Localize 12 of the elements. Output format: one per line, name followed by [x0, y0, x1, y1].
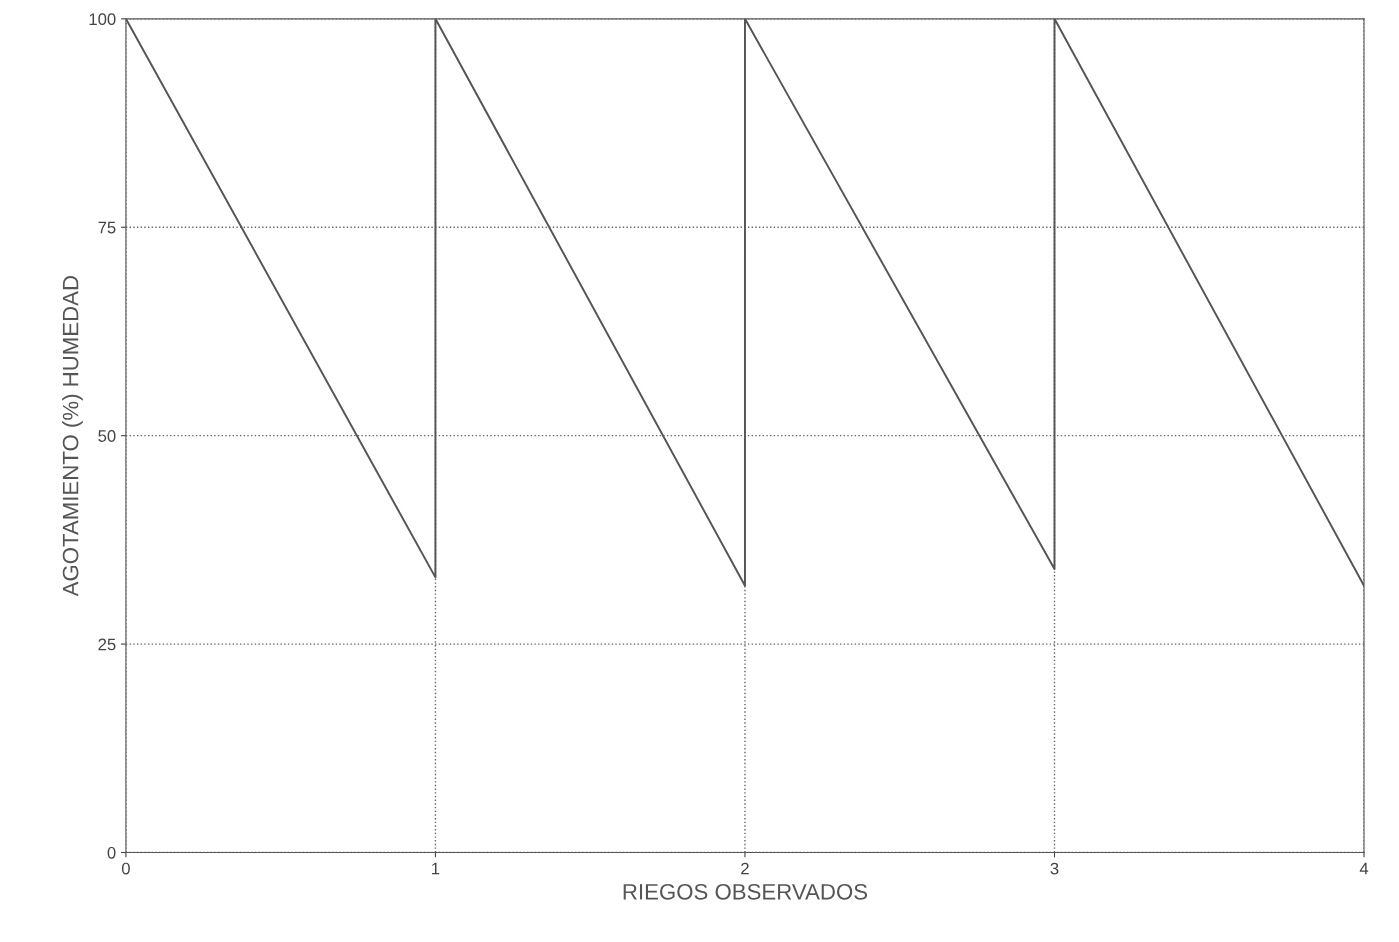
x-tick-label: 1: [432, 862, 440, 875]
x-tick-label: 4: [1359, 862, 1369, 875]
x-tick-label: 0: [121, 862, 130, 875]
y-axis-title: AGOTAMIENTO (%) HUMEDAD: [62, 276, 83, 597]
y-tick-label: 100: [89, 13, 116, 26]
x-tick-label: 2: [741, 862, 749, 875]
x-tick-label: 3: [1050, 862, 1059, 875]
y-tick-label: 0: [107, 846, 116, 859]
y-tick-label: 25: [98, 638, 116, 651]
x-axis-title: RIEGOS OBSERVADOS: [623, 883, 868, 900]
y-tick-label: 75: [98, 221, 116, 234]
y-tick-label: 50: [98, 430, 116, 442]
